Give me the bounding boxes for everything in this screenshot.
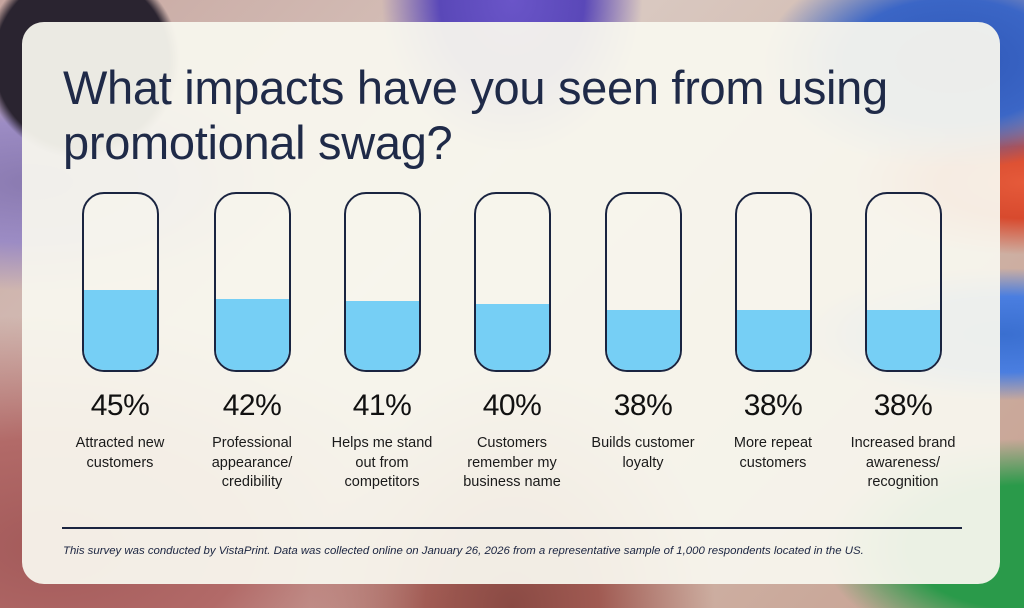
category-label: Helps me stand out from competitors [331,435,433,490]
category-label: Builds customer loyalty [591,435,695,471]
tube-gauge [864,192,942,372]
bar-item: 41% Helps me stand out from competitors [317,192,447,493]
percent-value: 40% [482,389,542,422]
bar-item: 42% Professional appearance/ credibility [187,192,317,493]
bar-item: 45% Attracted new customers [55,192,185,473]
tube-fill [866,310,940,370]
tube-fill [475,304,549,370]
tube-gauge [473,192,551,372]
bar-item: 38% Builds customer loyalty [578,192,708,473]
footer-divider [62,527,962,529]
tube-chart: 45% Attracted new customers 42% Professi… [22,22,1000,584]
tube-fill [345,301,419,370]
chart-title: What impacts have you seen from using pr… [63,61,888,169]
tube-gauge [343,192,421,372]
infographic-card: What impacts have you seen from using pr… [22,22,1000,584]
tube-gauge [81,192,159,372]
percent-value: 41% [352,389,412,422]
percent-value: 42% [222,389,282,422]
category-label: Professional appearance/ credibility [211,435,293,490]
category-label: Customers remember my business name [463,435,561,490]
percent-value: 38% [873,389,933,422]
percent-value: 38% [613,389,673,422]
tube-gauge [213,192,291,372]
tube-fill [215,298,289,370]
percent-value: 45% [90,389,150,422]
category-label: Attracted new customers [75,435,165,471]
bar-item: 38% More repeat customers [708,192,838,473]
category-label: More repeat customers [733,435,813,471]
bar-item: 38% Increased brand awareness/ recogniti… [838,192,968,493]
tube-gauge [734,192,812,372]
tube-fill [83,290,157,370]
tube-fill [736,310,810,370]
bar-item: 40% Customers remember my business name [447,192,577,493]
tube-fill [606,310,680,370]
category-label: Increased brand awareness/ recognition [850,435,956,490]
tube-gauge [604,192,682,372]
percent-value: 38% [743,389,803,422]
survey-footnote: This survey was conducted by VistaPrint.… [63,545,864,557]
